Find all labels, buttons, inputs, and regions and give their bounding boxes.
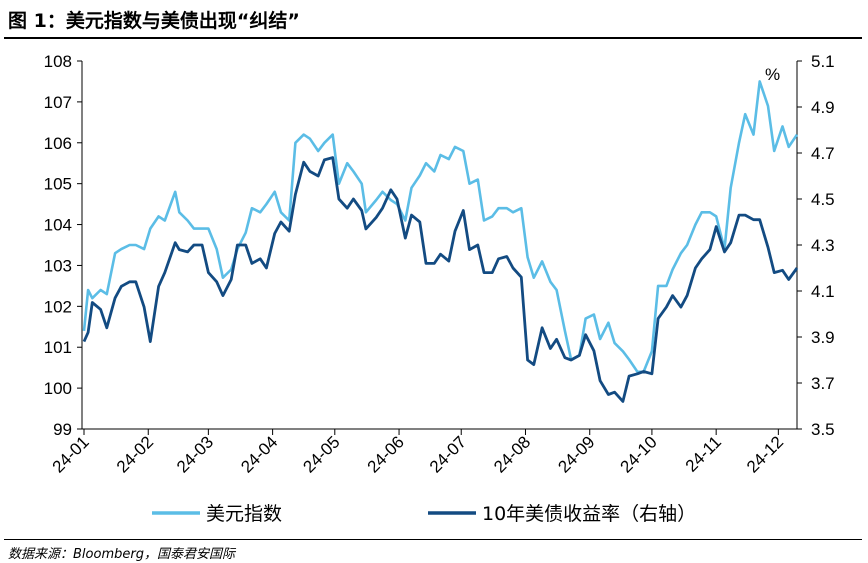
- left-tick-label: 100: [44, 379, 72, 398]
- left-tick-label: 104: [44, 216, 72, 235]
- dollar-yield-line-chart: 99 100 101 102 103 104 105 106 107 108 3.5 3.7 3.9 4.…: [44, 52, 835, 525]
- source-divider: [4, 539, 862, 540]
- series-line-1: [82, 80, 799, 374]
- left-tick-label: 103: [44, 256, 72, 275]
- right-tick-label: 4.5: [811, 190, 835, 209]
- left-tick-label: 108: [44, 52, 72, 71]
- left-tick-label: 105: [44, 175, 72, 194]
- right-tick-label: 4.9: [811, 98, 835, 117]
- title-divider: [4, 37, 862, 39]
- x-tick-label: 24-03: [173, 432, 217, 476]
- chart-series: [82, 80, 799, 403]
- x-tick-label: 24-05: [299, 432, 343, 476]
- right-tick-label: 5.1: [811, 52, 835, 71]
- right-tick-label: 3.9: [811, 328, 835, 347]
- source-note: 数据来源：Bloomberg，国泰君安国际: [8, 547, 235, 562]
- left-tick-label: 107: [44, 93, 72, 112]
- right-tick-label: 4.3: [811, 236, 835, 255]
- x-tick-label: 24-10: [617, 432, 661, 476]
- x-tick-label: 24-06: [364, 432, 408, 476]
- x-tick-label: 24-04: [237, 432, 281, 476]
- figure-title: 图 1：美元指数与美债出现“纠结”: [8, 10, 300, 32]
- x-tick-label: 24-08: [490, 432, 534, 476]
- right-tick-label: 3.7: [811, 374, 835, 393]
- x-tick-label: 24-11: [682, 432, 725, 475]
- right-axis-unit: %: [765, 65, 780, 84]
- legend-label-1: 美元指数: [206, 503, 282, 525]
- chart-tick-labels: 99 100 101 102 103 104 105 106 107 108 3.5 3.7 3.9 4.…: [44, 52, 835, 477]
- legend-label-2: 10年美债收益率（右轴）: [482, 503, 696, 525]
- right-tick-label: 4.1: [811, 282, 835, 301]
- left-tick-label: 101: [44, 338, 72, 357]
- series-line-2: [82, 156, 799, 403]
- x-tick-label: 24-07: [426, 432, 470, 476]
- x-tick-label: 24-01: [49, 432, 93, 476]
- chart-axes: [77, 60, 802, 435]
- left-tick-label: 99: [53, 420, 72, 439]
- right-tick-label: 3.5: [811, 420, 835, 439]
- right-tick-label: 4.7: [811, 144, 835, 163]
- x-tick-label: 24-12: [743, 432, 787, 476]
- chart-legend: 美元指数 10年美债收益率（右轴）: [152, 503, 696, 525]
- x-tick-label: 24-02: [113, 432, 157, 476]
- x-tick-label: 24-09: [554, 432, 598, 476]
- left-tick-label: 106: [44, 134, 72, 153]
- left-tick-label: 102: [44, 297, 72, 316]
